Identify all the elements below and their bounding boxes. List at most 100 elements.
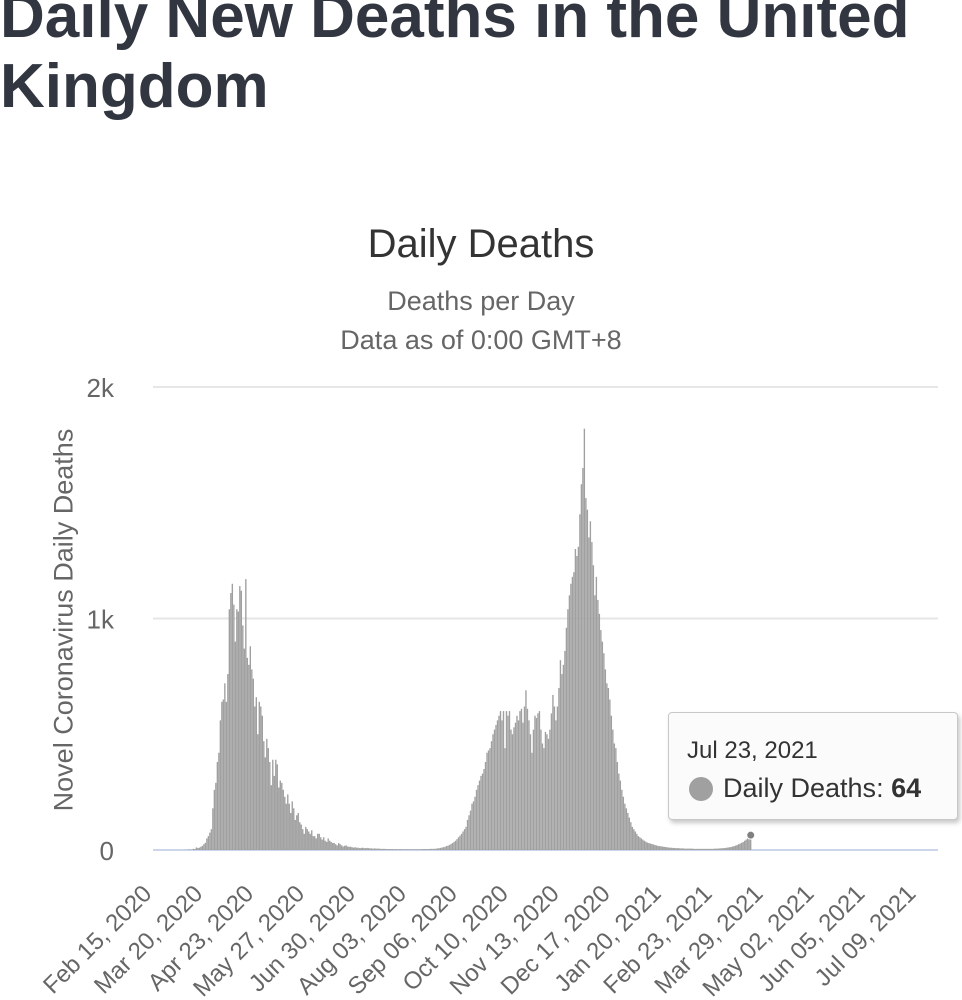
bar[interactable] <box>745 839 747 850</box>
bar[interactable] <box>394 849 397 850</box>
bar[interactable] <box>296 815 298 850</box>
bar[interactable] <box>705 848 707 850</box>
bar[interactable] <box>213 789 216 850</box>
bar[interactable] <box>391 849 394 850</box>
bar[interactable] <box>688 848 690 850</box>
bar[interactable] <box>303 833 305 850</box>
bar[interactable] <box>732 846 734 850</box>
bar[interactable] <box>218 752 220 850</box>
bar[interactable] <box>239 586 241 850</box>
bar[interactable] <box>457 837 460 850</box>
bar[interactable] <box>634 831 637 850</box>
bar[interactable] <box>396 849 398 850</box>
bar[interactable] <box>526 708 529 850</box>
bar[interactable] <box>559 660 562 850</box>
bar[interactable] <box>604 669 607 850</box>
bar[interactable] <box>269 762 271 850</box>
bar[interactable] <box>338 843 340 850</box>
bar[interactable] <box>537 713 539 850</box>
bar[interactable] <box>403 849 406 850</box>
bar[interactable] <box>330 841 332 850</box>
bar[interactable] <box>513 727 515 850</box>
bar[interactable] <box>567 609 569 850</box>
bar[interactable] <box>361 847 364 850</box>
bar[interactable] <box>399 849 401 850</box>
bar[interactable] <box>305 826 307 850</box>
bar[interactable] <box>474 796 476 850</box>
bar[interactable] <box>487 750 490 850</box>
bar[interactable] <box>484 762 487 850</box>
bar[interactable] <box>724 847 726 850</box>
bar[interactable] <box>329 840 331 850</box>
bar[interactable] <box>672 847 674 850</box>
bar[interactable] <box>730 846 732 850</box>
bar[interactable] <box>454 840 457 850</box>
bar[interactable] <box>708 848 710 850</box>
bar[interactable] <box>663 846 665 850</box>
bar[interactable] <box>469 810 472 850</box>
bar[interactable] <box>379 848 382 850</box>
bar[interactable] <box>200 846 202 850</box>
bar[interactable] <box>435 848 437 850</box>
bar[interactable] <box>294 819 296 850</box>
bar[interactable] <box>273 775 275 850</box>
bar[interactable] <box>669 847 671 850</box>
bar[interactable] <box>505 711 508 850</box>
bar[interactable] <box>574 549 577 850</box>
bar[interactable] <box>427 849 430 850</box>
bar[interactable] <box>460 833 463 850</box>
bar[interactable] <box>640 838 643 850</box>
bar[interactable] <box>547 738 550 850</box>
bar[interactable] <box>666 847 668 850</box>
bar[interactable] <box>749 835 752 850</box>
bar[interactable] <box>543 748 545 850</box>
bar[interactable] <box>388 849 391 850</box>
bar[interactable] <box>678 848 680 850</box>
bar[interactable] <box>227 674 229 850</box>
bar[interactable] <box>451 843 454 850</box>
bar[interactable] <box>293 808 295 850</box>
bar[interactable] <box>382 848 385 850</box>
bar[interactable] <box>697 848 699 850</box>
bar[interactable] <box>201 845 204 850</box>
bar[interactable] <box>651 843 653 850</box>
bar[interactable] <box>501 720 503 850</box>
bar[interactable] <box>347 846 349 850</box>
bar[interactable] <box>741 842 743 850</box>
bar[interactable] <box>323 837 325 850</box>
bar[interactable] <box>278 787 280 850</box>
bar[interactable] <box>284 796 286 850</box>
bar[interactable] <box>673 847 675 850</box>
bar[interactable] <box>562 664 565 850</box>
bar[interactable] <box>538 711 541 850</box>
bar[interactable] <box>355 847 358 850</box>
bar[interactable] <box>429 848 431 850</box>
bar[interactable] <box>370 848 373 850</box>
bar[interactable] <box>252 678 255 850</box>
bar[interactable] <box>249 646 252 850</box>
bar[interactable] <box>603 653 605 850</box>
bar[interactable] <box>687 848 689 850</box>
bar[interactable] <box>645 841 647 850</box>
bar[interactable] <box>723 848 725 850</box>
bar[interactable] <box>333 843 335 850</box>
bar[interactable] <box>219 720 222 850</box>
bar[interactable] <box>609 699 611 850</box>
bar[interactable] <box>660 846 662 850</box>
bar[interactable] <box>423 849 425 850</box>
bar[interactable] <box>714 848 716 850</box>
bar[interactable] <box>408 849 410 850</box>
bar[interactable] <box>511 734 514 850</box>
bar[interactable] <box>468 815 470 850</box>
bar[interactable] <box>481 773 484 850</box>
bar[interactable] <box>450 843 452 850</box>
bar[interactable] <box>498 715 500 850</box>
bar[interactable] <box>600 630 602 850</box>
bar[interactable] <box>703 848 705 850</box>
bar[interactable] <box>483 768 485 850</box>
bar[interactable] <box>531 752 533 850</box>
bar[interactable] <box>552 694 554 850</box>
bar[interactable] <box>561 674 563 850</box>
bar[interactable] <box>682 848 684 850</box>
bar[interactable] <box>679 848 681 850</box>
